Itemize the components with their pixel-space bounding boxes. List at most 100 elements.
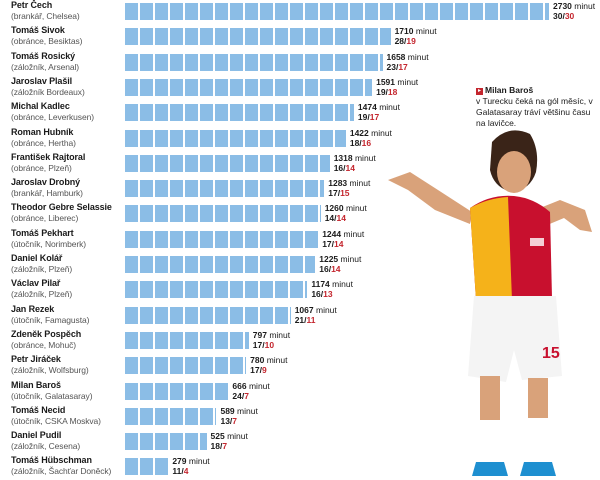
bar-segment — [155, 78, 168, 96]
games-started: 10 — [264, 339, 275, 350]
games-played: 24/ — [232, 390, 245, 401]
minutes-label: 525 minut — [211, 431, 248, 441]
games-label: 17/10 — [253, 340, 274, 350]
player-row: Petr Čech (brankář, Chelsea) 2730 minut 30/… — [0, 0, 600, 24]
bar-segment — [380, 3, 393, 20]
minutes-bar — [125, 281, 308, 299]
games-label: 16/14 — [319, 264, 340, 274]
games-started: 13 — [323, 289, 333, 300]
player-row: František Rajtoral (obránce, Plzeň) 1318 m… — [0, 152, 600, 176]
games-label: 28/19 — [395, 36, 416, 46]
bar-segment — [140, 3, 153, 20]
games-played: 30/ — [553, 11, 565, 21]
bar-segment — [125, 205, 138, 223]
bar-segment — [185, 180, 198, 198]
bar-segment — [125, 78, 138, 96]
player-details: (útočník, CSKA Moskva) — [11, 415, 101, 426]
bar-segment — [260, 205, 273, 223]
bar-segment — [215, 53, 228, 71]
minutes-label: 1174 minut — [311, 279, 353, 289]
bar-segment — [320, 28, 333, 46]
bar-segment — [155, 382, 168, 400]
minutes-unit: minut — [186, 456, 210, 467]
bar-segment — [200, 331, 213, 349]
bar-segment — [320, 78, 333, 96]
callout-name: Milan Baroš — [485, 85, 534, 95]
player-name: Petr Jiráček — [11, 354, 61, 365]
player-row: Jaroslav Plašil (záložník Bordeaux) 1591 m… — [0, 76, 600, 100]
bar-segment — [320, 104, 333, 122]
bar-segment — [290, 180, 303, 198]
minutes-bar — [125, 458, 168, 476]
player-row: Tomáš Rosický (záložník, Arsenal) 1658 min… — [0, 51, 600, 75]
bar-segment — [185, 281, 198, 299]
bar-segment — [215, 256, 228, 273]
bar-segment — [305, 28, 318, 46]
bar-segment — [125, 281, 138, 299]
minutes-unit: minut — [395, 76, 419, 87]
bar-segment — [275, 53, 288, 71]
bar-segment — [230, 104, 243, 122]
player-name: Zdeněk Pospěch — [11, 328, 82, 339]
minutes-label: 797 minut — [253, 330, 290, 340]
bar-segment — [305, 129, 318, 147]
bar-segment — [380, 53, 383, 71]
callout-text: v Turecku čeká na gól měsíc, v Galatasar… — [476, 96, 593, 128]
player-details: (záložník Bordeaux) — [11, 86, 85, 97]
bar-segment — [215, 357, 228, 375]
minutes-unit: minut — [224, 431, 248, 442]
minutes-label: 1244 minut — [322, 229, 364, 239]
minutes-label: 780 minut — [250, 355, 287, 365]
bar-segment — [245, 306, 258, 324]
bar-segment — [305, 230, 318, 248]
games-played: 18/ — [210, 441, 223, 452]
bar-segment — [200, 382, 213, 400]
bar-segment — [170, 382, 183, 400]
minutes-value: 279 — [172, 456, 187, 467]
bar-segment — [155, 331, 168, 349]
bar-segment — [125, 230, 138, 248]
bar-segment — [485, 3, 498, 20]
bar-segment — [125, 180, 138, 198]
bar-segment — [125, 331, 138, 349]
bar-segment — [440, 3, 453, 20]
bar-segment — [365, 78, 373, 96]
games-label: 13/7 — [220, 416, 237, 426]
player-name: Roman Hubník — [11, 126, 74, 137]
bar-segment — [185, 78, 198, 96]
games-label: 11/4 — [172, 466, 188, 476]
bar-segment — [215, 129, 228, 147]
bar-segment — [305, 3, 318, 20]
bar-segment — [230, 281, 243, 299]
player-photo: 15 — [388, 130, 592, 476]
minutes-value: 666 — [232, 380, 247, 391]
player-details: (obránce, Mohuč) — [11, 339, 77, 350]
bar-segment — [290, 205, 303, 223]
bar-segment — [185, 407, 198, 425]
minutes-bar — [125, 28, 391, 46]
bar-segment — [335, 53, 348, 71]
player-row: Daniel Pudil (záložník, Cesena) 525 minut 1… — [0, 430, 600, 454]
bar-segment — [290, 230, 303, 248]
games-played: 17/ — [322, 238, 335, 249]
bar-segment — [230, 357, 243, 375]
minutes-label: 1591 minut — [376, 77, 418, 87]
bar-segment — [245, 180, 258, 198]
bar-segment — [200, 205, 213, 223]
minutes-unit: minut — [376, 102, 400, 113]
player-name: Tomáš Pekhart — [11, 227, 74, 238]
bar-segment — [230, 3, 243, 20]
games-played: 18/ — [349, 137, 362, 148]
bar-segment — [155, 205, 168, 223]
bar-segment — [275, 256, 288, 273]
minutes-bar — [125, 306, 291, 324]
bar-segment — [155, 306, 168, 324]
callout: ▸ Milan Baroš v Turecku čeká na gól měsíc… — [476, 85, 596, 129]
player-name: Václav Pilař — [11, 278, 61, 289]
bar-segment — [500, 3, 513, 20]
bar-segment — [335, 129, 346, 147]
bar-segment — [215, 407, 217, 425]
bar-segment — [290, 256, 303, 273]
bar-segment — [230, 28, 243, 46]
minutes-value: 1067 — [294, 304, 314, 315]
